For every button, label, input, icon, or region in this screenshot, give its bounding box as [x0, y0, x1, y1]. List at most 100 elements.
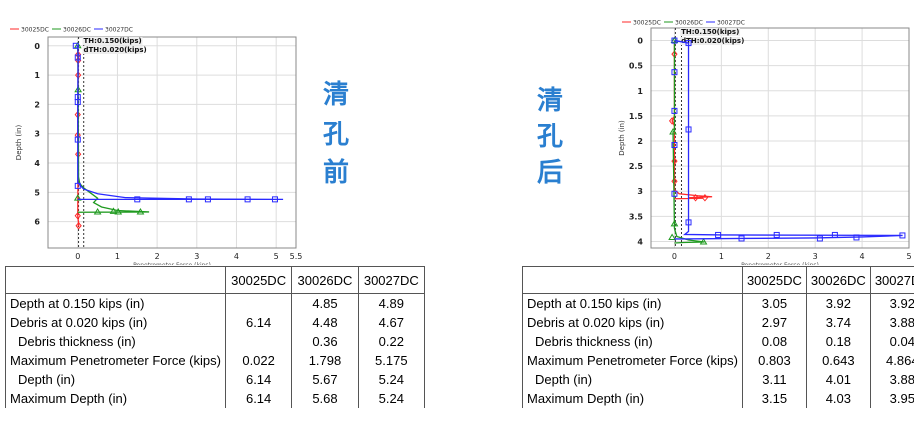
row-label: Depth (in) [522, 370, 743, 389]
cell: 3.92 [869, 293, 914, 313]
series-line-30026DC [77, 45, 150, 213]
table-row: Debris thickness (in) 0.08 0.18 0.04 [522, 332, 914, 351]
x-axis-label: Penetrometer Force (kips) [741, 262, 819, 265]
threshold-label-bg [680, 28, 741, 36]
data-point [701, 193, 709, 202]
cell: 1.798 [291, 351, 359, 370]
cell: 3.74 [805, 313, 871, 332]
cell: 4.864 [869, 351, 914, 370]
cell: 3.05 [741, 293, 807, 313]
data-point [671, 107, 678, 114]
data-point [75, 221, 82, 230]
row-label: Depth (in) [5, 370, 226, 389]
legend-entry: 30026DC [675, 20, 703, 27]
x-tick-label: 2 [766, 252, 771, 261]
cell: 3.11 [741, 370, 807, 389]
cell: 0.803 [741, 351, 807, 370]
data-point [668, 233, 676, 240]
cell: 4.48 [291, 313, 359, 332]
column-header: 30027DC [357, 266, 426, 294]
plot-frame [650, 27, 910, 249]
cell: 6.14 [224, 313, 293, 332]
column-header: 30026DC [291, 266, 359, 294]
data-point [853, 234, 860, 241]
label-before-3: 前 [323, 158, 350, 188]
data-point [136, 207, 145, 215]
label-after-1: 清 [537, 86, 564, 116]
data-point [72, 42, 79, 49]
threshold-label: dTH:0.020(kips) [84, 46, 147, 54]
legend-entry: 30025DC [633, 20, 661, 27]
data-point [93, 207, 102, 215]
y-tick-label: 1.5 [629, 112, 644, 121]
cell: 4.03 [805, 389, 871, 408]
table-row: Debris thickness (in) 0.36 0.22 [5, 332, 426, 351]
data-point [204, 196, 211, 203]
threshold-label: dTH:0.020(kips) [681, 37, 744, 45]
cell: 2.97 [741, 313, 807, 332]
chart-1: 0 1 2 3 4 5 0 0.5 1 1.5 2 2.5 3 3.5 4 Depth (in) Penetro… [618, 20, 912, 266]
data-point [685, 126, 692, 133]
y-tick-label: 1 [637, 87, 643, 96]
data-point [699, 238, 708, 245]
table-row: Maximum Penetrometer Force (kips) 0.803 0.… [522, 351, 914, 370]
x-tick-label: 3 [813, 252, 818, 261]
cell: 5.68 [291, 389, 359, 408]
threshold-label: TH:0.150(kips) [681, 28, 739, 36]
data-point [74, 182, 81, 189]
y-tick-label: 2 [637, 137, 643, 146]
row-label: Debris at 0.020 kips (in) [522, 313, 743, 332]
y-tick-label: 5 [34, 188, 40, 197]
y-tick-label: 4 [637, 237, 643, 246]
cell: 0.04 [869, 332, 914, 351]
cell: 5.24 [357, 389, 426, 408]
cell: 5.24 [357, 370, 426, 389]
data-point [74, 54, 81, 61]
data-point [670, 219, 679, 227]
y-tick-label: 0 [34, 42, 40, 51]
row-label: Maximum Depth (in) [522, 389, 743, 408]
data-point [671, 157, 678, 165]
cell: 5.67 [291, 370, 359, 389]
data-point [669, 128, 677, 135]
cell: 3.15 [741, 389, 807, 408]
data-point [185, 196, 192, 203]
row-label: Depth at 0.150 kips (in) [5, 293, 226, 313]
data-point [244, 196, 251, 203]
cell: 3.88 [869, 370, 914, 389]
row-label: Maximum Penetrometer Force (kips) [522, 351, 743, 370]
y-tick-label: 3 [637, 187, 643, 196]
cell: 4.89 [357, 293, 426, 313]
row-label: Debris at 0.020 kips (in) [5, 313, 226, 332]
row-label: Depth at 0.150 kips (in) [522, 293, 743, 313]
column-header: 30026DC [805, 266, 871, 294]
label-after-3: 后 [537, 158, 564, 188]
data-point [74, 136, 81, 143]
threshold-label-bg [82, 46, 143, 54]
cell: 0.08 [741, 332, 807, 351]
row-label: Maximum Depth (in) [5, 389, 226, 408]
table-row: Maximum Depth (in) 3.15 4.03 3.95 [522, 389, 914, 408]
x-axis-label: Penetrometer Force (kips) [133, 262, 211, 265]
table-row: Debris at 0.020 kips (in) 2.97 3.74 3.88 [522, 313, 914, 332]
cell: 3.88 [869, 313, 914, 332]
x-tick-label: 4 [234, 252, 239, 261]
y-tick-label: 0 [637, 37, 643, 46]
label-before-2: 孔 [323, 120, 350, 150]
table-row: Maximum Depth (in) 6.14 5.68 5.24 [5, 389, 426, 408]
data-point [715, 231, 722, 238]
row-label: Maximum Penetrometer Force (kips) [5, 351, 226, 370]
data-point [738, 235, 745, 242]
chart-0: 0 1 2 3 4 5 5.5 0 1 2 3 4 5 6 Depth (in) Penetrometer F… [10, 27, 302, 265]
data-point [816, 235, 823, 242]
data-point [73, 194, 82, 201]
legend-entry: 30026DC [63, 27, 91, 34]
y-tick-label: 2.5 [629, 162, 644, 171]
column-header [522, 266, 743, 294]
data-point [109, 207, 118, 214]
legend-entry: 30027DC [717, 20, 745, 27]
y-tick-label: 4 [34, 159, 40, 168]
x-tick-label: 0 [672, 252, 677, 261]
series-line-30025DC [671, 40, 713, 200]
